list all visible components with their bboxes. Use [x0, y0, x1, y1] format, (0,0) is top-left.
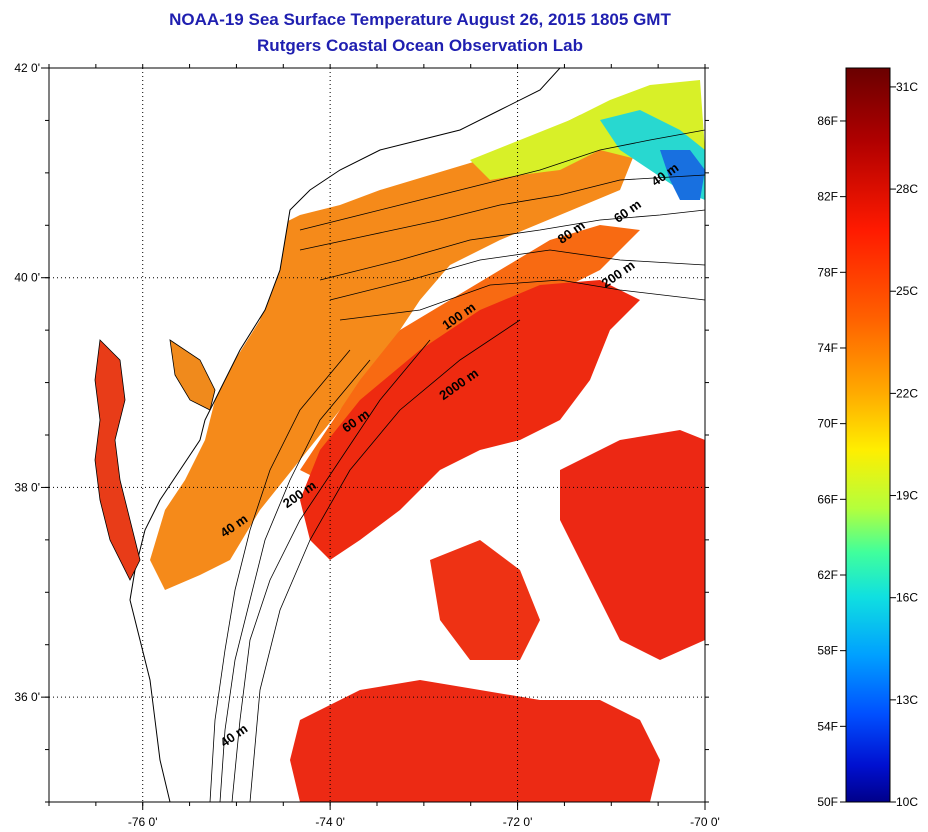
midshelf-red-patch — [430, 540, 540, 660]
offshore-southeast-patch — [560, 430, 705, 660]
shelf-water-region — [150, 105, 640, 590]
lon-tick-label: -70 0' — [690, 815, 720, 829]
map-title: NOAA-19 Sea Surface Temperature August 2… — [169, 10, 671, 29]
colorbar-f-label: 58F — [817, 644, 838, 658]
lat-tick-label: 38 0' — [14, 480, 40, 494]
colorbar-c-label: 25C — [896, 284, 918, 298]
colorbar-f-label: 78F — [817, 265, 838, 279]
lat-tick-label: 36 0' — [14, 690, 40, 704]
isobath-contours — [209, 129, 705, 802]
coastline — [49, 68, 561, 802]
colorbar-c-label: 16C — [896, 591, 918, 605]
delaware-bay — [169, 339, 216, 411]
colorbar-c-label: 22C — [896, 386, 918, 400]
offshore-south-patch — [290, 680, 660, 802]
colorbar-fahrenheit-labels: 86F 82F 78F 74F 70F 66F 62F 58F 54F 50F — [817, 114, 846, 809]
colorbar-f-label: 50F — [817, 795, 838, 809]
colorbar-f-label: 54F — [817, 719, 838, 733]
cold-core — [660, 150, 705, 200]
colorbar-c-label: 10C — [896, 795, 918, 809]
colorbar-c-label: 19C — [896, 489, 918, 503]
offshore-warm-water — [300, 280, 640, 560]
colorbar-f-label: 66F — [817, 492, 838, 506]
colorbar-c-label: 28C — [896, 182, 918, 196]
chesapeake-bay — [94, 339, 141, 581]
colorbar-c-label: 13C — [896, 693, 918, 707]
colorbar-f-label: 62F — [817, 568, 838, 582]
lon-tick-label: -74 0' — [315, 815, 345, 829]
map-subtitle: Rutgers Coastal Ocean Observation Lab — [257, 36, 583, 55]
colorbar-c-label: 31C — [896, 80, 918, 94]
colorbar-celsius-labels: 31C 28C 25C 22C 19C 16C 13C 10C — [890, 80, 918, 809]
colorbar — [845, 67, 891, 803]
colorbar-f-label: 70F — [817, 417, 838, 431]
lon-tick-label: -72 0' — [503, 815, 533, 829]
lon-tick-label: -76 0' — [128, 815, 158, 829]
lat-tick-label: 40 0' — [14, 271, 40, 285]
lat-tick-label: 42 0' — [14, 61, 40, 75]
colorbar-f-label: 86F — [817, 114, 838, 128]
colorbar-f-label: 82F — [817, 190, 838, 204]
map-axes: -76 0' -74 0' -72 0' -70 0' 42 0' 40 0' 38 0' 3… — [14, 61, 719, 829]
map-interior — [49, 68, 705, 802]
colorbar-f-label: 74F — [817, 341, 838, 355]
